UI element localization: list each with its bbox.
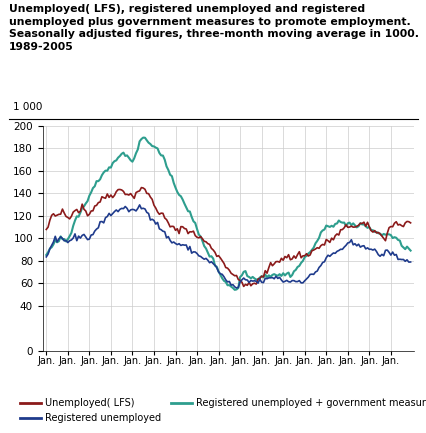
Text: 1 000: 1 000 (13, 102, 42, 112)
Text: Unemployed( LFS), registered unemployed and registered
unemployed plus governmen: Unemployed( LFS), registered unemployed … (9, 4, 417, 52)
Legend: Unemployed( LFS), Registered unemployed, Registered unemployed + government meas: Unemployed( LFS), Registered unemployed,… (16, 394, 426, 427)
